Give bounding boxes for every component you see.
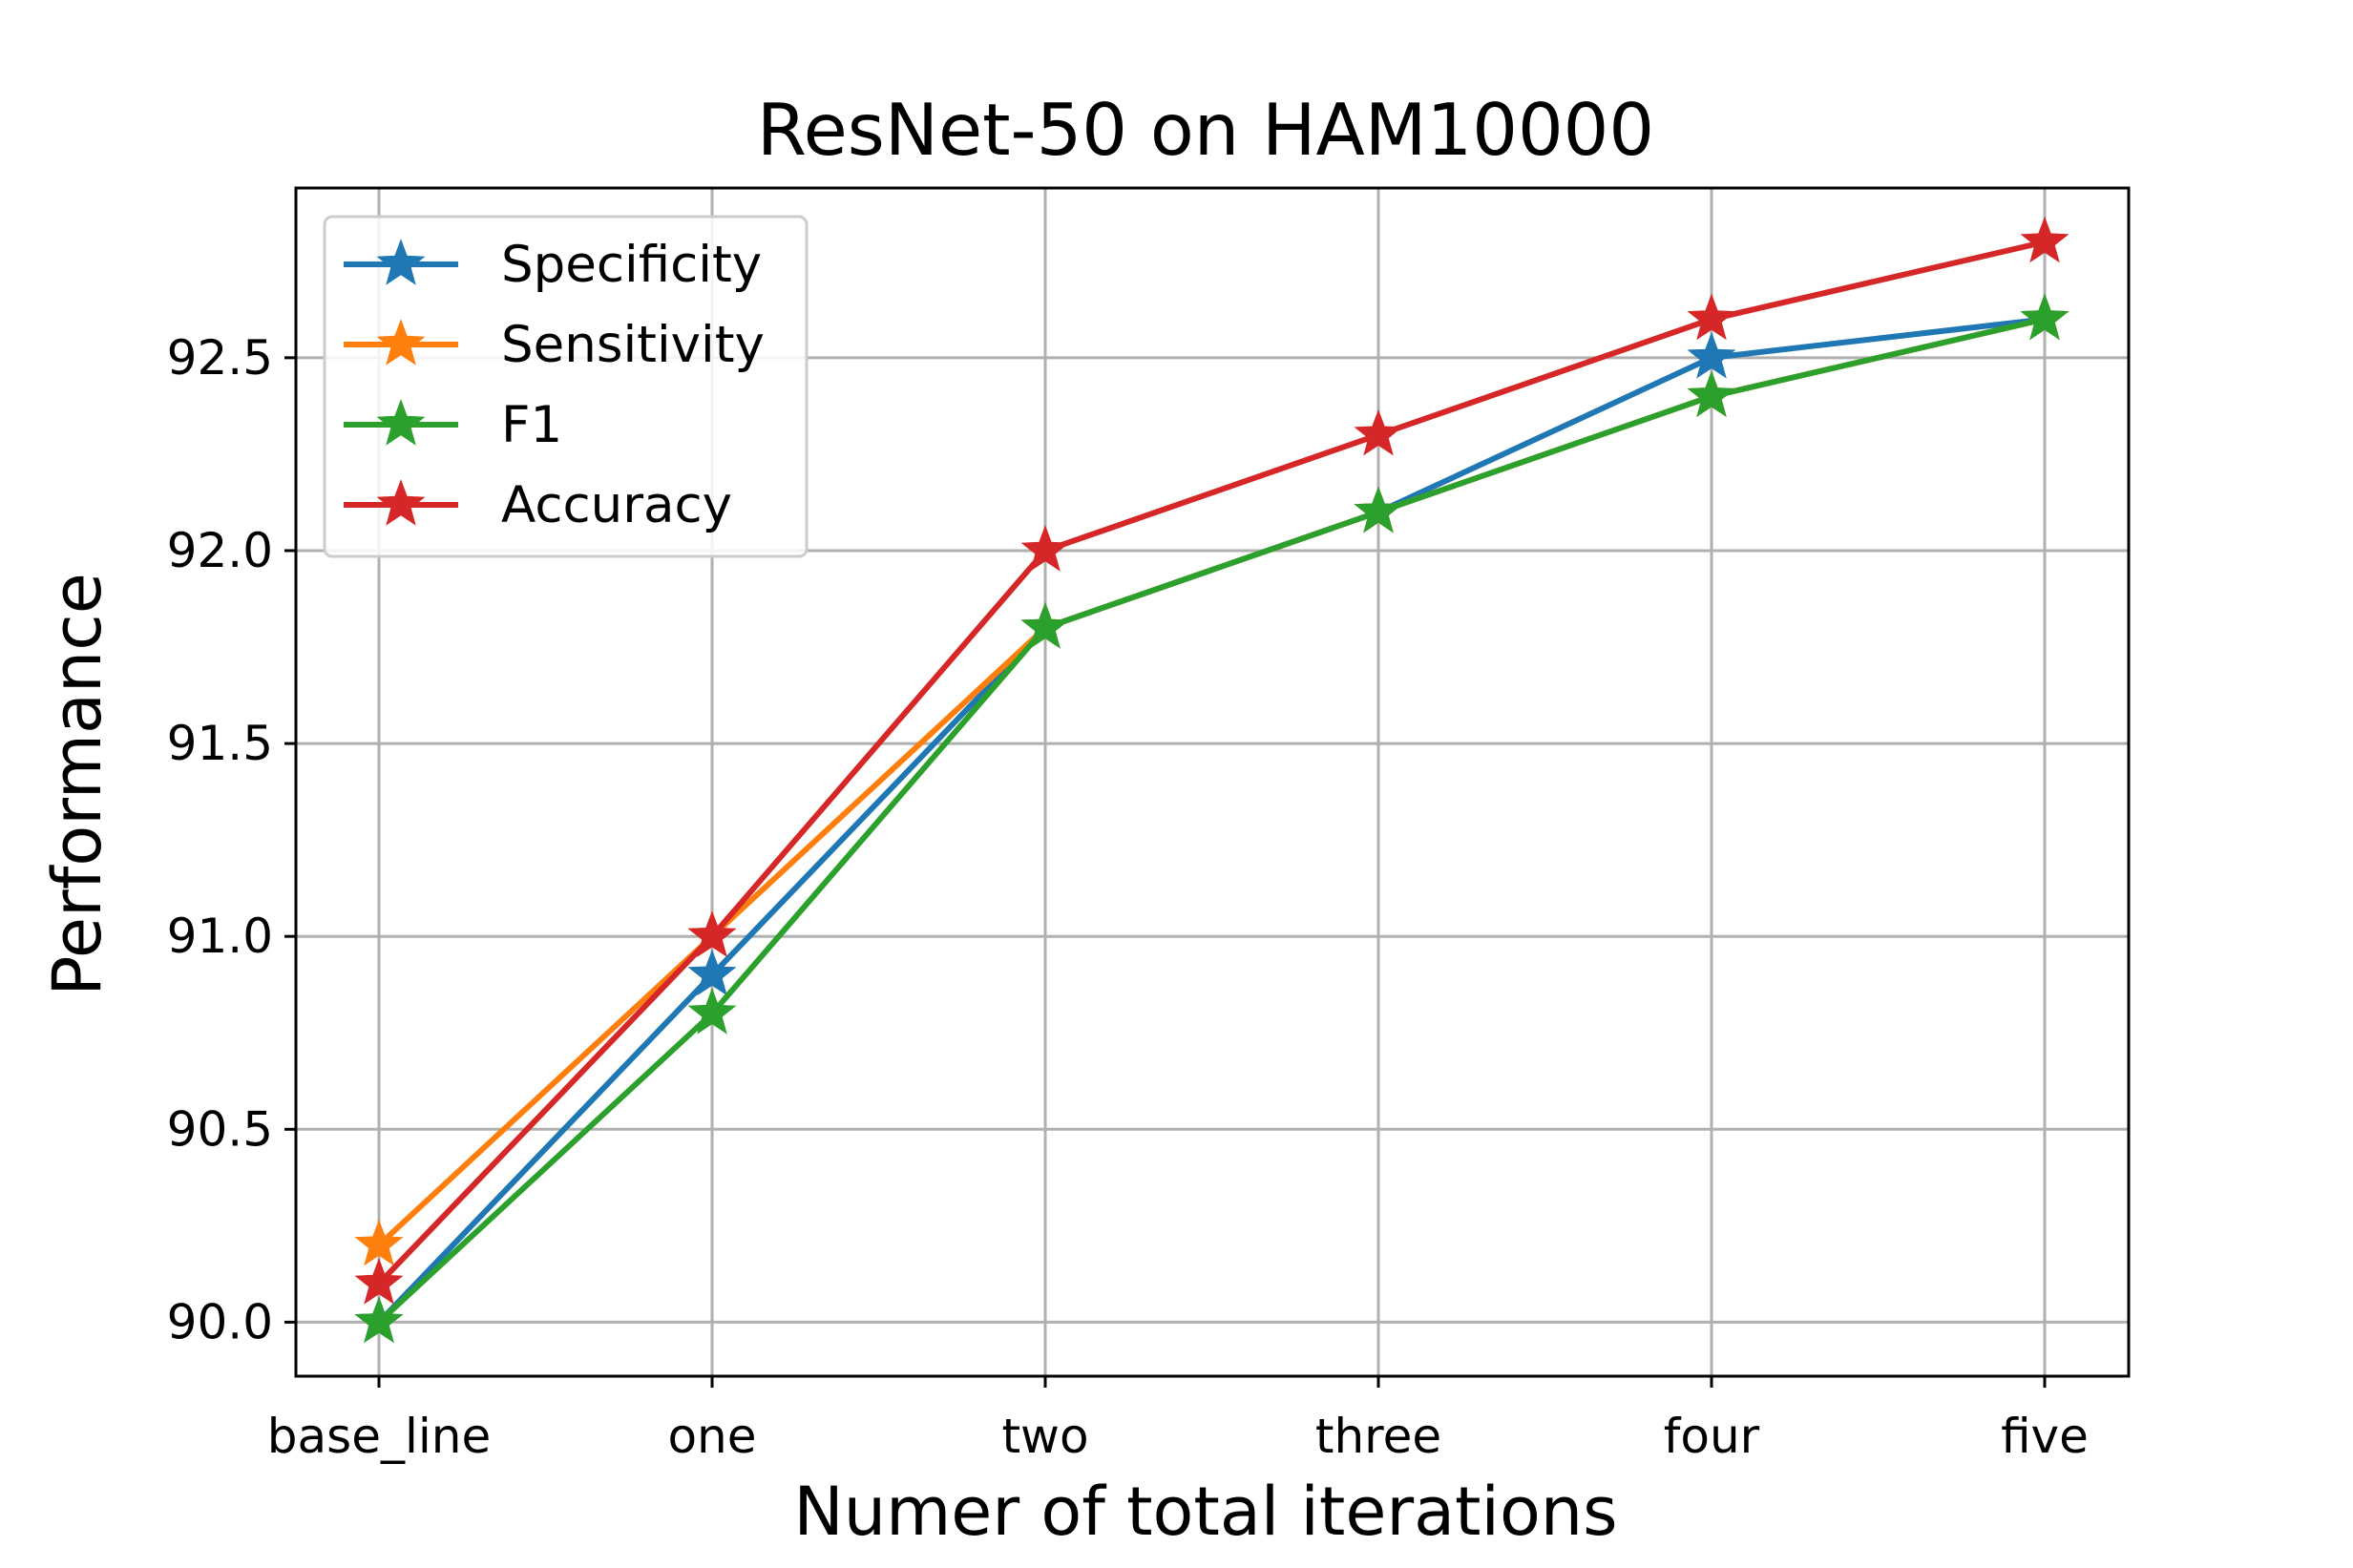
series-line-accuracy: [376, 239, 2046, 1286]
x-tick-label: three: [1315, 1409, 1441, 1464]
y-axis-title: Performance: [38, 573, 116, 996]
legend-label: Accuracy: [501, 476, 732, 534]
chart-title: ResNet-50 on HAM10000: [757, 88, 1654, 172]
y-tick-label: 92.0: [167, 523, 273, 578]
legend-marker: [376, 239, 426, 285]
legend-marker: [376, 479, 426, 526]
legend: Specificity Sensitivity F1 Accuracy: [323, 215, 809, 558]
y-tick-label: 91.5: [167, 716, 273, 771]
data-point-f1: [1354, 486, 1403, 533]
data-point-f1: [1687, 370, 1736, 418]
data-point-specificity: [1687, 332, 1736, 379]
plot-area: 90.0 90.5 91.0 91.5 92.0 92.5 base_line one two t…: [167, 186, 2131, 1464]
legend-marker: [376, 399, 426, 446]
data-point-f1: [687, 988, 737, 1035]
data-point-specificity: [687, 949, 737, 996]
x-axis-title: Numer of total iterations: [793, 1473, 1617, 1551]
legend-label: Sensitivity: [501, 316, 765, 374]
legend-marker: [376, 319, 426, 366]
x-tick-label: two: [1001, 1409, 1088, 1464]
data-point-accuracy: [1354, 408, 1403, 456]
data-point-f1: [354, 1296, 404, 1344]
y-tick-label: 92.5: [167, 330, 273, 386]
y-tick-label: 91.0: [167, 909, 273, 964]
series-line-f1: [376, 316, 2046, 1325]
x-tick-label: one: [667, 1409, 756, 1464]
data-point-accuracy: [354, 1258, 404, 1305]
plot-frame: [294, 186, 2131, 1378]
x-tick-label: five: [2001, 1409, 2089, 1464]
y-tick-label: 90.0: [167, 1294, 273, 1349]
data-point-f1: [2020, 293, 2069, 341]
legend-label: Specificity: [501, 236, 762, 294]
data-point-accuracy: [1020, 525, 1070, 572]
data-point-sensitivity: [354, 1219, 404, 1266]
legend-box: [323, 215, 809, 558]
x-tick-label: base_line: [267, 1409, 491, 1464]
data-point-accuracy: [1687, 293, 1736, 341]
data-point-accuracy: [2020, 216, 2069, 263]
data-point-f1: [1020, 601, 1070, 649]
x-tick-label: four: [1664, 1409, 1760, 1464]
y-tick-label: 90.5: [167, 1101, 273, 1157]
data-point-accuracy: [687, 910, 737, 957]
legend-label: F1: [501, 396, 562, 454]
